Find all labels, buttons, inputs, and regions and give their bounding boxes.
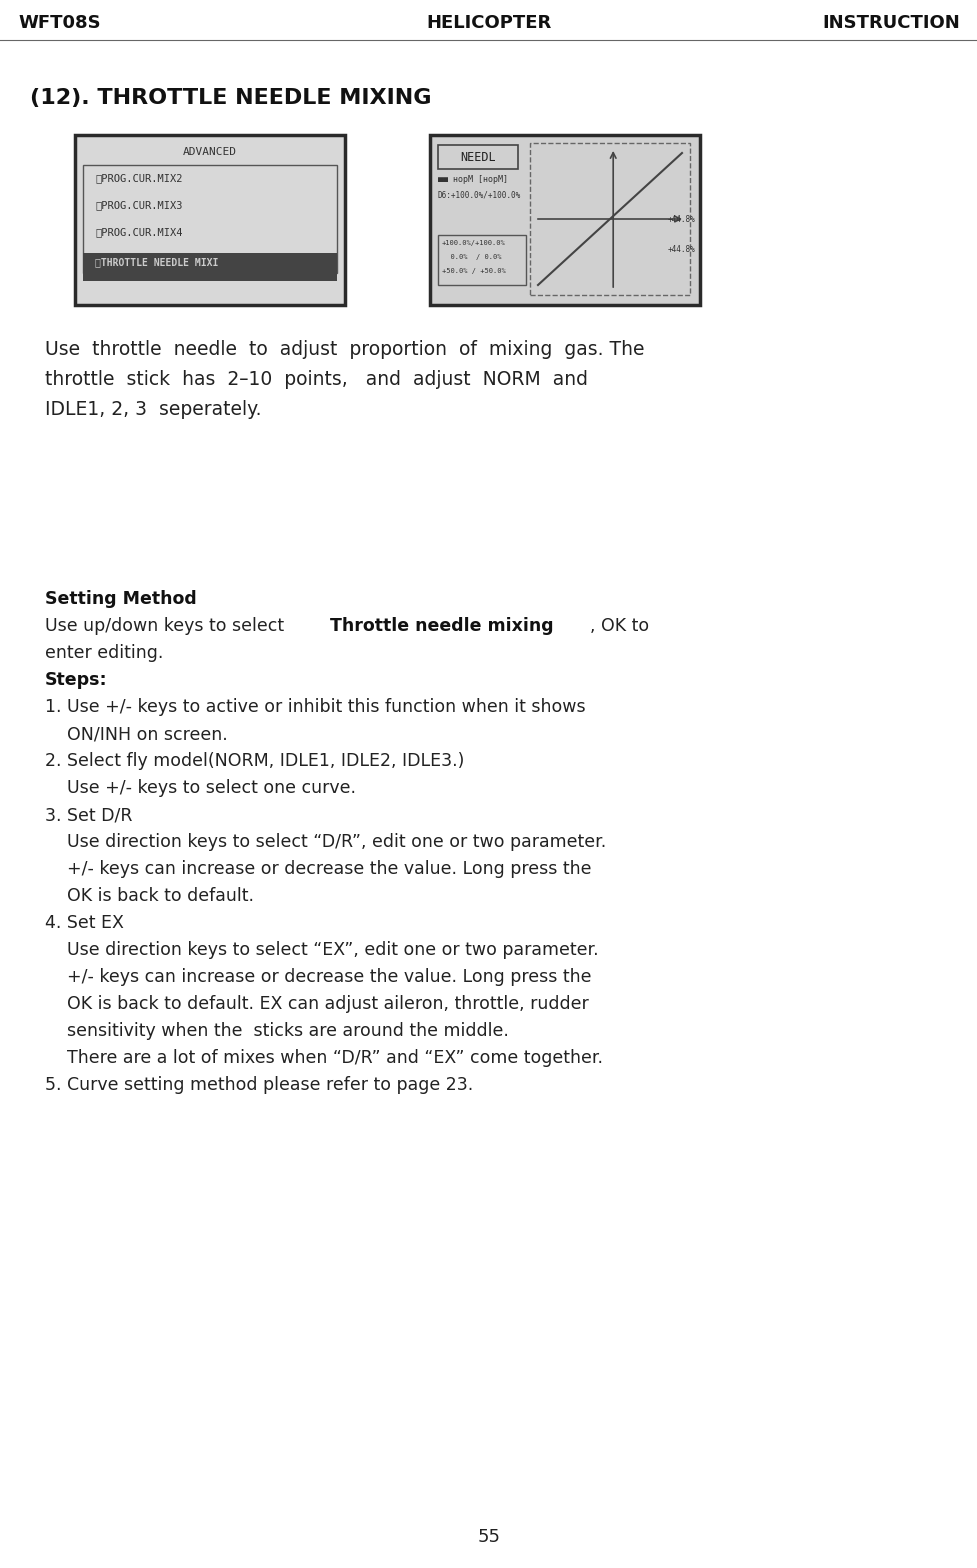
- Text: enter editing.: enter editing.: [45, 644, 163, 662]
- Bar: [83, 165, 337, 273]
- Text: 2. Select fly model(NORM, IDLE1, IDLE2, IDLE3.): 2. Select fly model(NORM, IDLE1, IDLE2, …: [45, 753, 464, 770]
- Text: ON/INH on screen.: ON/INH on screen.: [45, 724, 228, 743]
- Text: ㉑THROTTLE NEEDLE MIXI: ㉑THROTTLE NEEDLE MIXI: [95, 257, 218, 267]
- Text: Use up/down keys to select: Use up/down keys to select: [45, 616, 289, 635]
- Text: 0.0%  / 0.0%: 0.0% / 0.0%: [442, 254, 501, 260]
- Text: sensitivity when the  sticks are around the middle.: sensitivity when the sticks are around t…: [45, 1022, 508, 1040]
- Text: +/- keys can increase or decrease the value. Long press the: +/- keys can increase or decrease the va…: [45, 967, 591, 986]
- Text: Setting Method: Setting Method: [45, 590, 196, 608]
- Text: ■■ норМ [норМ]: ■■ норМ [норМ]: [438, 176, 507, 183]
- Text: NEEDL: NEEDL: [460, 151, 495, 163]
- Bar: [530, 143, 690, 295]
- Text: Use +/- keys to select one curve.: Use +/- keys to select one curve.: [45, 779, 356, 797]
- Text: Throttle needle mixing: Throttle needle mixing: [329, 616, 553, 635]
- Text: 3. Set D/R: 3. Set D/R: [45, 806, 132, 825]
- Text: ADVANCED: ADVANCED: [183, 147, 236, 157]
- Bar: [75, 135, 345, 306]
- Text: +50.0% / +50.0%: +50.0% / +50.0%: [442, 268, 505, 274]
- Text: ⑲PROG.CUR.MIX3: ⑲PROG.CUR.MIX3: [95, 201, 183, 210]
- Text: (12). THROTTLE NEEDLE MIXING: (12). THROTTLE NEEDLE MIXING: [30, 88, 431, 108]
- Text: D6:+100.0%/+100.0%: D6:+100.0%/+100.0%: [438, 190, 521, 199]
- Text: +/- keys can increase or decrease the value. Long press the: +/- keys can increase or decrease the va…: [45, 859, 591, 878]
- Text: 5. Curve setting method please refer to page 23.: 5. Curve setting method please refer to …: [45, 1076, 473, 1094]
- Text: throttle  stick  has  2–10  points,   and  adjust  NORM  and: throttle stick has 2–10 points, and adju…: [45, 370, 587, 389]
- Text: , OK to: , OK to: [589, 616, 649, 635]
- Text: HELICOPTER: HELICOPTER: [426, 14, 551, 31]
- Text: IDLE1, 2, 3  seperately.: IDLE1, 2, 3 seperately.: [45, 400, 261, 419]
- Text: +44.8%: +44.8%: [666, 215, 695, 224]
- Text: 55: 55: [477, 1527, 500, 1546]
- Text: ⑱PROG.CUR.MIX2: ⑱PROG.CUR.MIX2: [95, 172, 183, 183]
- Text: 4. Set EX: 4. Set EX: [45, 914, 124, 931]
- Text: Steps:: Steps:: [45, 671, 107, 688]
- Text: 1. Use +/- keys to active or inhibit this function when it shows: 1. Use +/- keys to active or inhibit thi…: [45, 698, 585, 717]
- Text: OK is back to default. EX can adjust aileron, throttle, rudder: OK is back to default. EX can adjust ail…: [45, 996, 588, 1013]
- Text: Use  throttle  needle  to  adjust  proportion  of  mixing  gas. The: Use throttle needle to adjust proportion…: [45, 340, 644, 359]
- Text: There are a lot of mixes when “D/R” and “EX” come together.: There are a lot of mixes when “D/R” and …: [45, 1049, 603, 1066]
- Bar: [430, 135, 700, 306]
- Text: OK is back to default.: OK is back to default.: [45, 887, 254, 905]
- Text: +100.0%/+100.0%: +100.0%/+100.0%: [442, 240, 505, 246]
- Text: ⑳PROG.CUR.MIX4: ⑳PROG.CUR.MIX4: [95, 227, 183, 237]
- Bar: [438, 235, 526, 285]
- Text: Use direction keys to select “EX”, edit one or two parameter.: Use direction keys to select “EX”, edit …: [45, 941, 598, 960]
- Text: INSTRUCTION: INSTRUCTION: [822, 14, 959, 31]
- Text: +44.8%: +44.8%: [666, 245, 695, 254]
- Text: WFT08S: WFT08S: [18, 14, 101, 31]
- Bar: [438, 144, 518, 169]
- Text: Use direction keys to select “D/R”, edit one or two parameter.: Use direction keys to select “D/R”, edit…: [45, 833, 606, 851]
- Bar: [83, 252, 337, 281]
